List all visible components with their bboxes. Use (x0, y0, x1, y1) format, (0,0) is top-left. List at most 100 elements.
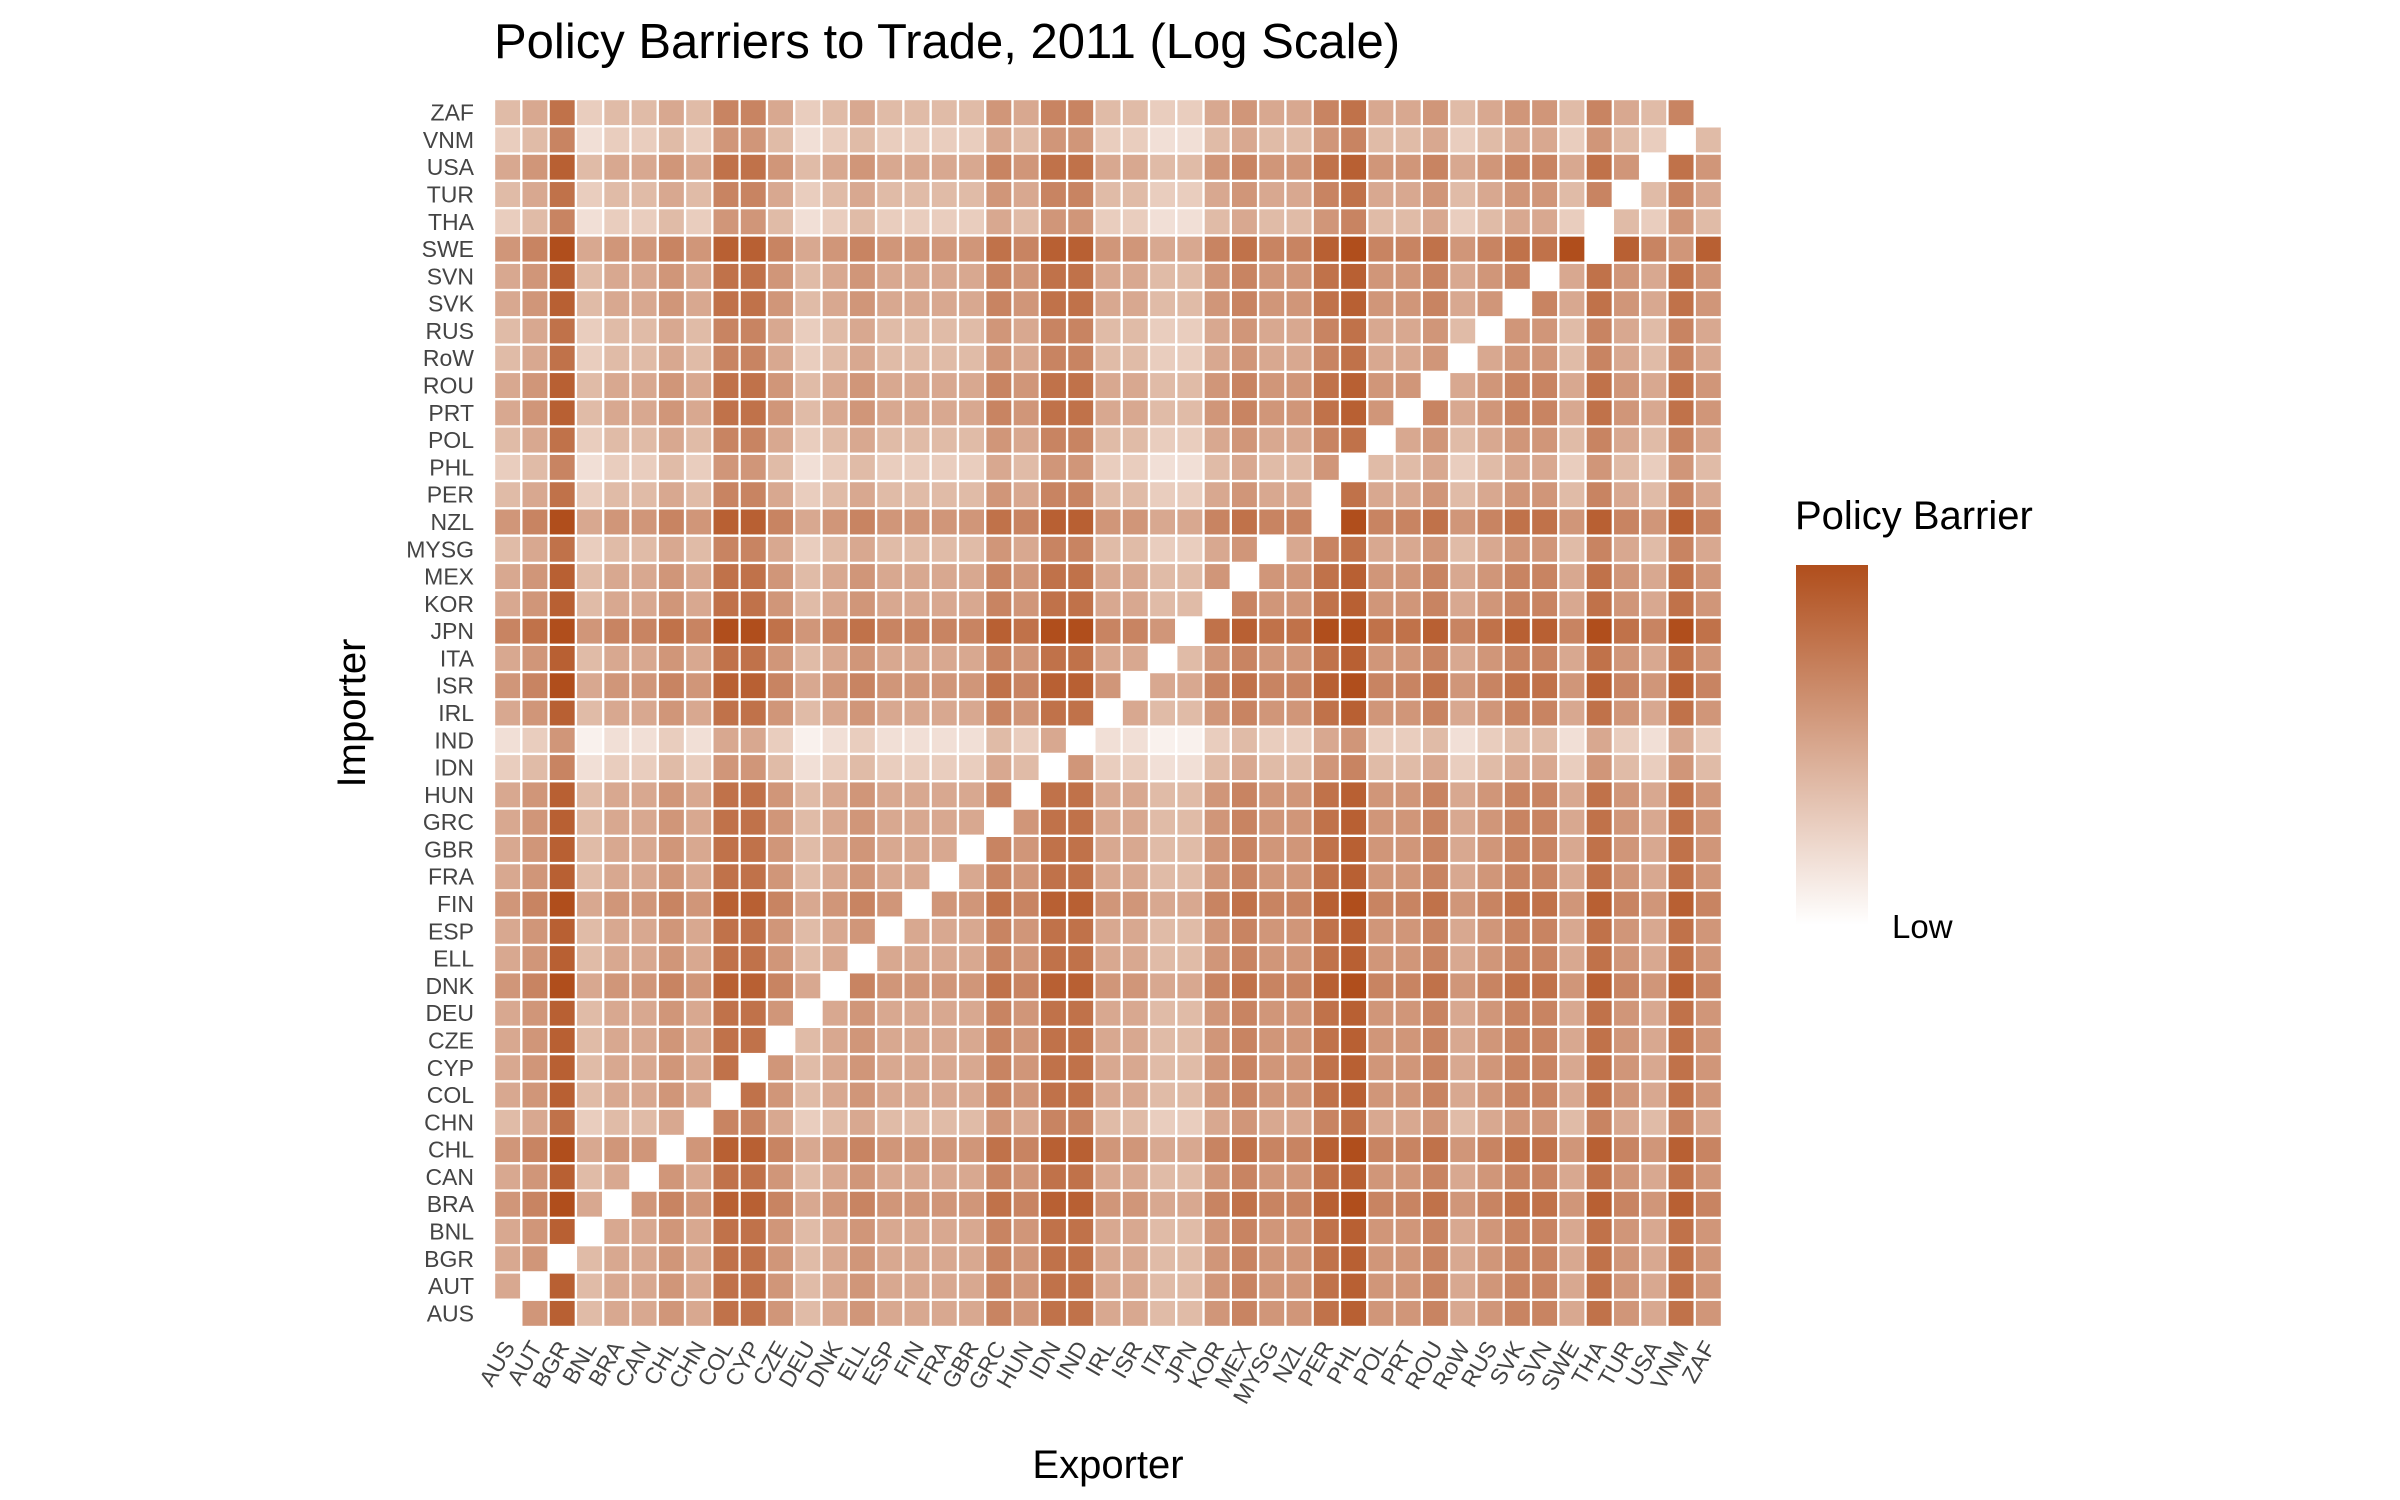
heatmap-cell-KOR-AUT (522, 591, 548, 617)
heatmap-cell-CYP-GRC (986, 1055, 1012, 1081)
heatmap-cell-HUN-ZAF (1695, 782, 1721, 808)
heatmap-cell-SVN-RoW (1450, 263, 1476, 289)
heatmap-cell-PER-BRA (604, 482, 630, 508)
heatmap-cell-GBR-HUN (1013, 837, 1039, 862)
heatmap-cell-BGR-MEX (1232, 1246, 1257, 1272)
heatmap-cell-ROU-CZE (768, 373, 793, 398)
heatmap-cell-COL-JPN (1177, 1082, 1203, 1108)
heatmap-cell-USA-KOR (1204, 154, 1230, 180)
heatmap-cell-RUS-NZL (1286, 318, 1312, 344)
heatmap-cell-FRA-IRL (1095, 864, 1121, 890)
heatmap-cell-MEX-FRA (931, 564, 957, 589)
heatmap-cell-TUR-ROU (1423, 182, 1448, 207)
heatmap-cell-HUN-CAN (631, 782, 657, 808)
heatmap-cell-BNL-CAN (631, 1219, 657, 1244)
heatmap-cell-CHL-AUT (522, 1137, 548, 1163)
heatmap-cell-PHL-FIN (904, 454, 930, 480)
heatmap-cell-RoW-CZE (768, 345, 793, 371)
heatmap-cell-FIN-IRL (1095, 891, 1121, 917)
heatmap-cell-AUS-BRA (604, 1300, 630, 1326)
heatmap-cell-ELL-AUT (522, 946, 548, 972)
heatmap-cell-DNK-THA (1586, 973, 1612, 999)
heatmap-cell-RUS-VNM (1668, 318, 1694, 344)
heatmap-cell-DEU-CAN (631, 1000, 657, 1026)
heatmap-cell-VNM-BNL (577, 127, 602, 153)
heatmap-cell-PER-MEX (1232, 482, 1257, 508)
heatmap-cell-IND-CHL (658, 727, 684, 753)
heatmap-cell-GRC-FRA (931, 809, 957, 835)
heatmap-cell-FRA-RUS (1477, 864, 1503, 890)
heatmap-cell-BRA-ZAF (1695, 1191, 1721, 1217)
heatmap-cell-KOR-PER (1313, 591, 1339, 617)
heatmap-cell-FRA-NZL (1286, 864, 1312, 890)
heatmap-cell-NZL-FIN (904, 509, 930, 535)
heatmap-cell-FIN-IDN (1040, 891, 1066, 917)
heatmap-cell-AUS-VNM (1668, 1300, 1694, 1326)
heatmap-cell-GBR-FIN (904, 837, 930, 862)
heatmap-cell-PER-BGR (549, 482, 575, 508)
heatmap-cell-USA-BNL (577, 154, 602, 180)
heatmap-cell-USA-MYSG (1259, 154, 1285, 180)
heatmap-cell-SVN-CHL (658, 263, 684, 289)
heatmap-cell-BRA-RoW (1450, 1191, 1476, 1217)
heatmap-cell-HUN-KOR (1204, 782, 1230, 808)
heatmap-cell-USA-SWE (1559, 154, 1585, 180)
heatmap-cell-FIN-MYSG (1259, 891, 1285, 917)
heatmap-cell-BNL-IRL (1095, 1219, 1121, 1244)
heatmap-cell-ZAF-AUT (522, 100, 548, 126)
heatmap-cell-BGR-SWE (1559, 1246, 1585, 1272)
heatmap-cell-PER-RoW (1450, 482, 1476, 508)
heatmap-cell-KOR-GRC (986, 591, 1012, 617)
heatmap-cell-COL-IDN (1040, 1082, 1066, 1108)
y-tick-label: ISR (436, 673, 474, 699)
heatmap-cell-FRA-HUN (1013, 864, 1039, 890)
heatmap-cell-MYSG-AUS (495, 536, 521, 562)
heatmap-cell-CHN-GBR (959, 1109, 984, 1135)
heatmap-cell-DEU-RoW (1450, 1000, 1476, 1026)
heatmap-cell-VNM-SVK (1504, 127, 1530, 153)
heatmap-cell-IRL-MEX (1232, 700, 1257, 726)
heatmap-cell-MEX-PRT (1395, 564, 1421, 589)
heatmap-cell-PHL-CZE (768, 454, 793, 480)
heatmap-cell-VNM-THA (1586, 127, 1612, 153)
heatmap-cell-BGR-BNL (577, 1246, 602, 1272)
heatmap-cell-KOR-PHL (1341, 591, 1367, 617)
heatmap-cell-ELL-HUN (1013, 946, 1039, 972)
heatmap-cell-ZAF-GRC (986, 100, 1012, 126)
heatmap-cell-IDN-FIN (904, 755, 930, 781)
heatmap-cell-JPN-CYP (740, 618, 766, 644)
heatmap-cell-TUR-FIN (904, 182, 930, 207)
heatmap-cell-COL-RUS (1477, 1082, 1503, 1108)
y-tick-label: VNM (423, 127, 474, 153)
heatmap-cell-PHL-PER (1313, 454, 1339, 480)
heatmap-cell-GRC-KOR (1204, 809, 1230, 835)
heatmap-cell-ISR-CZE (768, 673, 793, 699)
heatmap-cell-ITA-IDN (1040, 645, 1066, 671)
heatmap-cell-AUS-DNK (822, 1300, 848, 1326)
heatmap-cell-IDN-ITA (1150, 755, 1176, 781)
heatmap-cell-ZAF-MYSG (1259, 100, 1285, 126)
heatmap-cell-CZE-PHL (1341, 1028, 1367, 1053)
heatmap-cell-BRA-GBR (959, 1191, 984, 1217)
heatmap-cell-FIN-CYP (740, 891, 766, 917)
heatmap-cell-ESP-ROU (1423, 918, 1448, 944)
heatmap-cell-ITA-COL (713, 645, 739, 671)
heatmap-cell-GRC-CHN (686, 809, 712, 835)
heatmap-cell-SVN-KOR (1204, 263, 1230, 289)
heatmap-cell-BRA-CHL (658, 1191, 684, 1217)
heatmap-cell-RoW-BRA (604, 345, 630, 371)
heatmap-cell-ESP-IDN (1040, 918, 1066, 944)
heatmap-cell-ITA-PER (1313, 645, 1339, 671)
heatmap-cell-ELL-ISR (1122, 946, 1148, 972)
heatmap-cell-ELL-SWE (1559, 946, 1585, 972)
heatmap-cell-PHL-RUS (1477, 454, 1503, 480)
heatmap-cell-PRT-ELL (849, 400, 875, 426)
heatmap-cell-IND-CAN (631, 727, 657, 753)
heatmap-cell-FRA-JPN (1177, 864, 1203, 890)
heatmap-cell-ITA-VNM (1668, 645, 1694, 671)
heatmap-cell-BRA-CAN (631, 1191, 657, 1217)
heatmap-cell-CYP-SVN (1532, 1055, 1558, 1081)
heatmap-cell-KOR-AUS (495, 591, 521, 617)
heatmap-cell-ZAF-ITA (1150, 100, 1176, 126)
heatmap-cell-IND-AUT (522, 727, 548, 753)
